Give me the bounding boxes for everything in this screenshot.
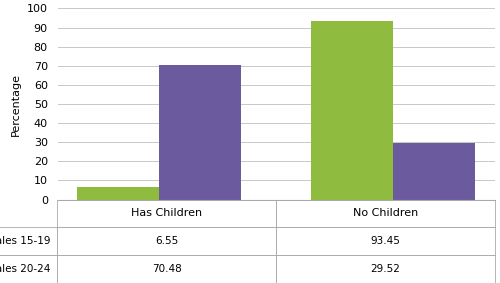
Bar — [78, 187, 160, 200]
Bar — [393, 143, 475, 200]
Bar — [160, 65, 241, 200]
Bar — [312, 21, 393, 200]
Y-axis label: Percentage: Percentage — [11, 72, 21, 136]
